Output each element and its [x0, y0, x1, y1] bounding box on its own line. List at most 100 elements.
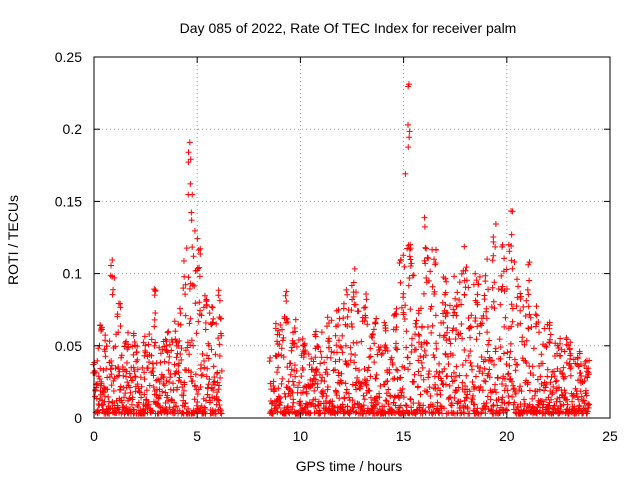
x-tick-label: 20 [499, 428, 515, 444]
data-point [203, 352, 210, 359]
data-point [213, 320, 220, 327]
data-point [378, 351, 385, 358]
data-point [358, 338, 365, 345]
data-point [172, 336, 179, 343]
data-point [108, 262, 115, 269]
data-point [349, 323, 356, 330]
data-point [97, 365, 104, 372]
data-point [123, 359, 130, 366]
data-point [189, 281, 196, 288]
data-point [407, 256, 414, 263]
data-point [537, 373, 544, 380]
data-point [156, 344, 163, 351]
data-point [374, 400, 381, 407]
data-point [525, 291, 532, 298]
data-point [394, 346, 401, 353]
data-point [507, 340, 514, 347]
data-point [398, 389, 405, 396]
data-point [195, 318, 202, 325]
data-point [320, 390, 327, 397]
data-point [520, 407, 527, 414]
data-point [343, 386, 350, 393]
data-point [447, 340, 454, 347]
data-point [542, 342, 549, 349]
data-point [190, 253, 197, 260]
data-point [444, 353, 451, 360]
data-point [194, 398, 201, 405]
data-point [586, 357, 593, 364]
data-point [104, 386, 111, 393]
data-point [352, 289, 359, 296]
data-point [484, 393, 491, 400]
data-point [198, 312, 205, 319]
data-point [171, 371, 178, 378]
data-point [291, 362, 298, 369]
data-point [358, 403, 365, 410]
data-point [127, 389, 134, 396]
data-point [446, 382, 453, 389]
data-point [287, 360, 294, 367]
data-point [543, 380, 550, 387]
data-point [376, 394, 383, 401]
data-point [482, 403, 489, 410]
data-point [451, 309, 458, 316]
data-point [403, 403, 410, 410]
data-point [408, 260, 415, 267]
data-point [276, 395, 283, 402]
data-point [274, 341, 281, 348]
data-point [106, 374, 113, 381]
data-point [583, 392, 590, 399]
data-point [197, 384, 204, 391]
data-point [420, 290, 427, 297]
data-point [279, 375, 286, 382]
data-point [196, 273, 203, 280]
data-point [499, 283, 506, 290]
data-point [425, 255, 432, 262]
data-point [452, 373, 459, 380]
data-point [396, 374, 403, 381]
data-point [541, 387, 548, 394]
data-point [509, 208, 516, 215]
data-point [130, 351, 137, 358]
data-point [453, 327, 460, 334]
data-point [462, 357, 469, 364]
data-point [487, 358, 494, 365]
data-point [201, 358, 208, 365]
data-point [527, 314, 534, 321]
data-point [203, 373, 210, 380]
data-point [162, 389, 169, 396]
data-point [188, 209, 195, 216]
data-point [274, 369, 281, 376]
data-point [100, 367, 107, 374]
data-point [332, 366, 339, 373]
data-point [279, 326, 286, 333]
data-point [333, 392, 340, 399]
data-point [191, 282, 198, 289]
data-point [181, 273, 188, 280]
data-point [117, 304, 124, 311]
data-point [327, 354, 334, 361]
data-point [348, 351, 355, 358]
data-point [151, 286, 158, 293]
data-point [152, 309, 159, 316]
data-point [482, 356, 489, 363]
data-point [345, 361, 352, 368]
data-point [101, 393, 108, 400]
data-point [532, 311, 539, 318]
data-point [517, 293, 524, 300]
data-point [474, 301, 481, 308]
data-point [525, 261, 532, 268]
data-point [173, 354, 180, 361]
data-point [465, 284, 472, 291]
data-point [411, 371, 418, 378]
data-point [489, 284, 496, 291]
data-point [281, 315, 288, 322]
data-point [458, 270, 465, 277]
data-point [562, 390, 569, 397]
data-point [533, 320, 540, 327]
data-point [275, 351, 282, 358]
data-point [410, 400, 417, 407]
data-point [526, 311, 533, 318]
data-point [479, 370, 486, 377]
data-point [346, 394, 353, 401]
